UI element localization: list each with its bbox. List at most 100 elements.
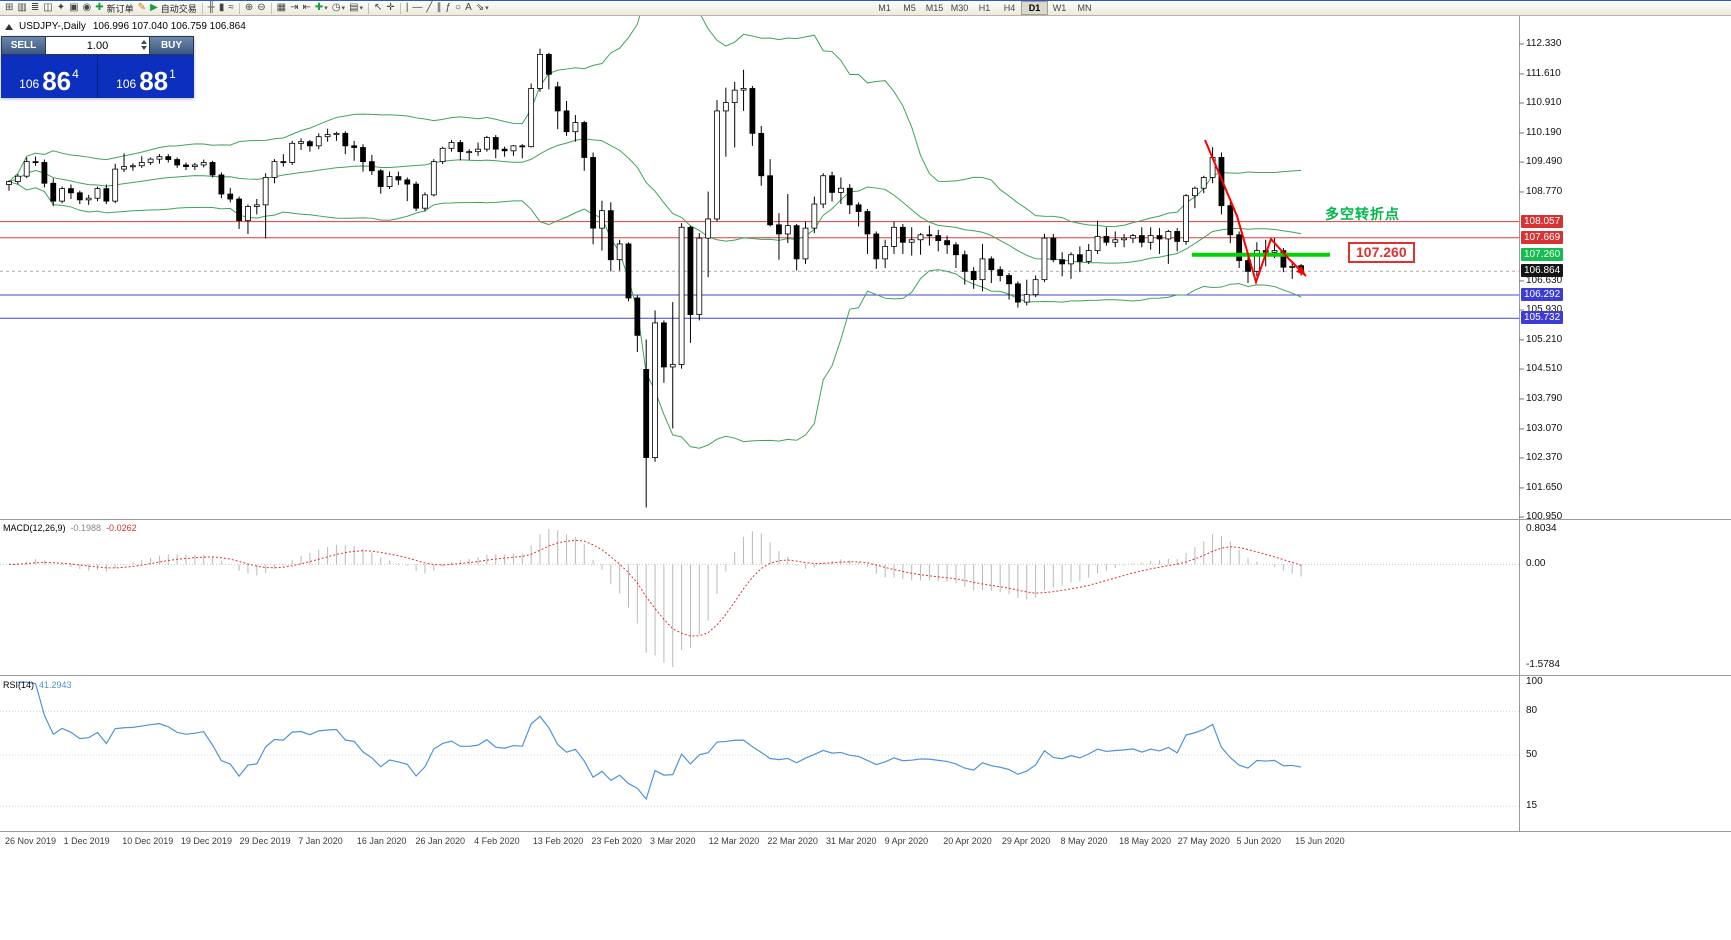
shapes-icon[interactable]: ○: [453, 2, 463, 15]
metaeditor-icon[interactable]: ✎: [136, 2, 148, 15]
price-tick: 100.950: [1526, 511, 1563, 522]
timeframe-m15[interactable]: M15: [925, 3, 944, 13]
candle: [625, 243, 632, 299]
trendline-icon[interactable]: ╱: [424, 2, 434, 15]
templates-icon[interactable]: ▤ ▾: [347, 2, 365, 15]
arrows-icon[interactable]: ⇘ ▾: [474, 2, 491, 15]
new-order-icon: ✚: [95, 2, 104, 13]
candlestick-chart-icon[interactable]: ▮: [217, 2, 227, 15]
market-watch-icon[interactable]: ≣: [29, 2, 41, 15]
text-icon[interactable]: A: [463, 2, 474, 15]
macd-name: MACD(12,26,9): [3, 523, 66, 533]
cursor-icon[interactable]: ↖: [372, 2, 384, 15]
price-tick: 112.330: [1526, 38, 1562, 49]
profiles-icon: ▥: [17, 2, 27, 13]
channel-icon[interactable]: ∥: [434, 2, 443, 15]
timeframe-m30[interactable]: M30: [950, 3, 969, 13]
indicators-icon[interactable]: ✚ ▾: [313, 2, 330, 15]
price-tick: 110.910: [1526, 97, 1562, 109]
timeframe-d1[interactable]: D1: [1021, 1, 1048, 15]
timeframe-w1[interactable]: W1: [1052, 3, 1067, 13]
new-order-button[interactable]: ✚ 新订单: [93, 2, 135, 15]
buy-price[interactable]: 106 88 1: [98, 55, 194, 98]
candle: [492, 137, 499, 150]
candle: [156, 156, 163, 160]
volume-spinner[interactable]: [141, 40, 147, 50]
timeframe-h1[interactable]: H1: [978, 3, 991, 13]
profiles-icon[interactable]: ▥: [15, 2, 28, 15]
price-tick: 108.770: [1526, 185, 1563, 197]
data-window-icon[interactable]: ◫: [41, 2, 54, 15]
volume-down-icon[interactable]: [141, 46, 147, 50]
sell-price[interactable]: 106 86 4: [1, 55, 97, 98]
candle: [652, 322, 658, 458]
timeframe-h4[interactable]: H4: [1003, 3, 1016, 13]
terminal-icon[interactable]: ▣: [67, 2, 80, 15]
bar-chart-icon[interactable]: ╫: [206, 2, 217, 15]
periods-icon[interactable]: ◷ ▾: [330, 2, 347, 15]
candle: [1006, 275, 1012, 285]
candle: [218, 174, 225, 195]
market-watch-icon: ≣: [30, 2, 40, 13]
candle: [970, 270, 977, 281]
chart-shift-icon[interactable]: ⇤: [301, 2, 313, 15]
candle: [129, 165, 136, 168]
candle: [1130, 235, 1136, 239]
macd-layer: [0, 529, 1519, 667]
candle: [245, 206, 251, 222]
bb-upper: [8, 16, 1302, 228]
candle: [59, 188, 65, 202]
buy-price-big: 88: [139, 65, 169, 96]
toolbar-button-label: 新订单: [106, 3, 134, 14]
candle: [528, 88, 535, 148]
candle: [997, 269, 1004, 276]
autotrading-button[interactable]: ▶ 自动交易: [148, 2, 199, 15]
candle: [1041, 237, 1048, 281]
candle: [227, 193, 234, 200]
candle: [661, 322, 667, 368]
timeframe-m5[interactable]: M5: [903, 3, 916, 13]
candle: [838, 187, 844, 193]
buy-button[interactable]: BUY: [149, 36, 194, 55]
bar-chart-icon: ╫: [207, 2, 215, 13]
sell-button[interactable]: SELL: [1, 36, 46, 55]
candle: [1156, 235, 1163, 240]
price-tag-annotation[interactable]: 107.260: [1348, 242, 1415, 263]
navigator-icon[interactable]: ✦: [55, 2, 67, 15]
zoom-out-icon[interactable]: ⊖: [255, 2, 267, 15]
volume-field[interactable]: 1.00: [46, 36, 149, 55]
candle: [873, 233, 880, 260]
volume-up-icon[interactable]: [141, 40, 147, 44]
new-chart-icon[interactable]: ⊞: [3, 2, 15, 15]
candle: [882, 246, 889, 260]
macd-signal-line: [8, 539, 1302, 637]
line-chart-icon[interactable]: ≈: [226, 2, 236, 15]
candle: [333, 132, 340, 136]
candle: [1236, 234, 1243, 261]
strategy-tester-icon[interactable]: ◉: [81, 2, 94, 15]
candle: [1280, 250, 1287, 268]
timeframe-m1[interactable]: M1: [878, 3, 891, 13]
candle: [1183, 195, 1189, 242]
tile-windows-icon[interactable]: ▦: [275, 2, 288, 15]
zoom-in-icon[interactable]: ⊕: [243, 2, 255, 15]
timeframe-mn[interactable]: MN: [1077, 3, 1092, 13]
window-edge: [0, 0, 1731, 1]
chart-shift-icon: ⇤: [302, 2, 311, 13]
fibonacci-icon[interactable]: ƒ: [443, 2, 453, 15]
trade-panel-toggle-icon[interactable]: [5, 23, 13, 30]
horizontal-line-icon[interactable]: ―: [410, 2, 424, 15]
rsi-name: RSI(14): [3, 680, 35, 690]
crosshair-icon[interactable]: ✛: [384, 2, 396, 15]
main-chart-layer: [0, 16, 1519, 508]
auto-scroll-icon[interactable]: ⇥: [288, 2, 300, 15]
trend-arrow[interactable]: [1204, 139, 1307, 286]
price-tick: 111.610: [1526, 67, 1561, 79]
sell-price-sup: 4: [72, 67, 79, 81]
candle: [1253, 250, 1260, 272]
vertical-line-icon[interactable]: |: [404, 2, 411, 15]
pivot-annotation[interactable]: 多空转折点: [1325, 206, 1400, 222]
candle: [68, 188, 74, 194]
text-icon: A: [465, 2, 472, 13]
